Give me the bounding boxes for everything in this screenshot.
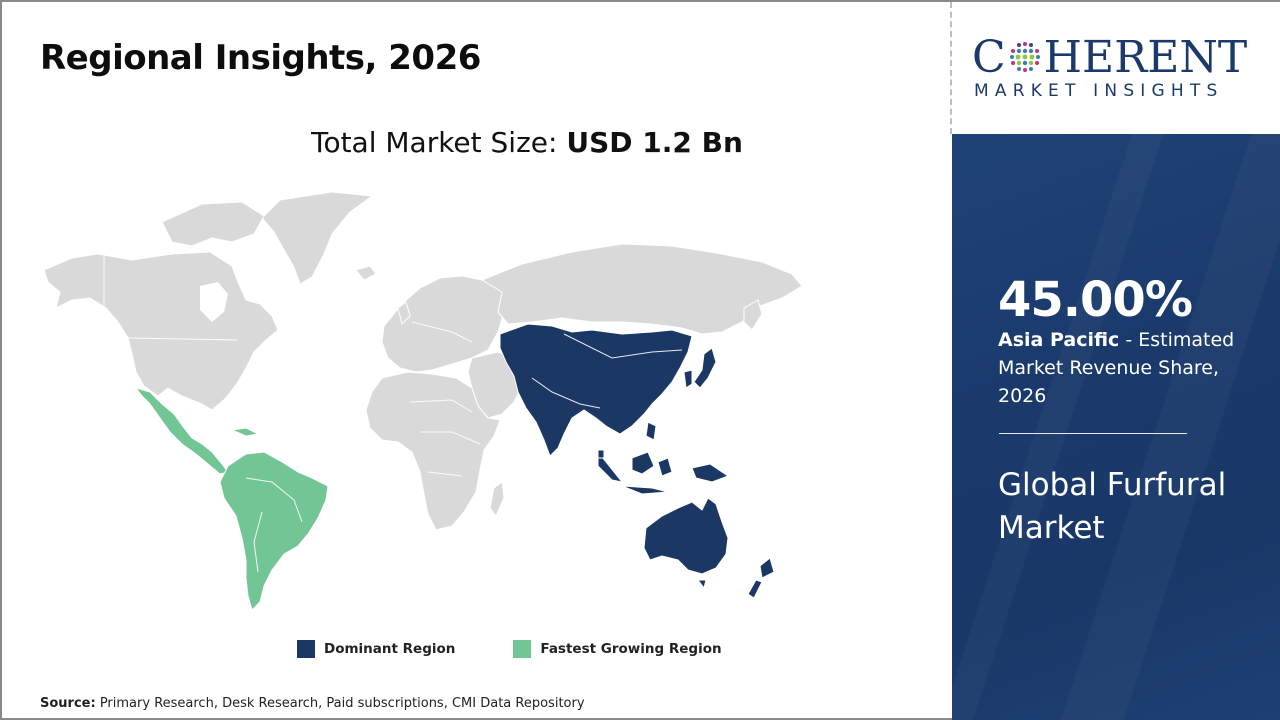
map-region-north-america [43,251,279,411]
share-description: Asia Pacific - Estimated Market Revenue … [998,326,1258,410]
share-percentage: 45.00% [998,272,1193,328]
legend-swatch-dominant [297,640,315,658]
world-map [43,191,803,611]
source-label: Source: [40,696,96,711]
logo-wordmark: C HERENT [972,32,1247,83]
left-content: Regional Insights, 2026 Total Market Siz… [2,2,950,718]
map-region-russia [481,243,803,335]
legend-swatch-fastest [513,640,532,658]
page-title: Regional Insights, 2026 [40,38,481,78]
map-region-australia [643,497,729,575]
divider [950,2,952,134]
map-region-europe [381,275,505,373]
market-size-label: Total Market Size: [311,126,567,159]
map-region-africa [365,371,501,531]
source-note: Source: Primary Research, Desk Research,… [40,696,585,711]
map-region-asia-pacific [499,323,693,457]
legend-label-fastest: Fastest Growing Region [540,641,722,657]
logo-letters-herent: HERENT [1043,32,1248,83]
market-size: Total Market Size: USD 1.2 Bn [2,126,1052,159]
market-size-value: USD 1.2 Bn [566,126,743,159]
share-description-text: - Estimated Market Revenue Share, 2026 [998,329,1235,407]
globe-dots-icon [1009,41,1040,72]
logo-letter-c: C [972,32,1006,83]
map-region-greenland [261,191,373,285]
share-region: Asia Pacific [998,329,1120,351]
map-region-arctic-islands [161,201,265,247]
market-name: Global Furfural Market [998,467,1227,546]
map-region-latin-america-south [219,451,329,611]
panel-divider [999,433,1187,434]
highlight-panel: 45.00% Asia Pacific - Estimated Market R… [952,134,1280,720]
legend-item-dominant: Dominant Region [297,640,455,658]
map-legend: Dominant Region Fastest Growing Region [297,640,780,658]
source-text: Primary Research, Desk Research, Paid su… [95,696,585,711]
logo-tagline: MARKET INSIGHTS [974,81,1224,101]
legend-label-dominant: Dominant Region [324,641,456,657]
legend-item-fastest: Fastest Growing Region [513,640,722,658]
company-logo: C HERENT MARKET INSIGHTS [952,2,1280,134]
